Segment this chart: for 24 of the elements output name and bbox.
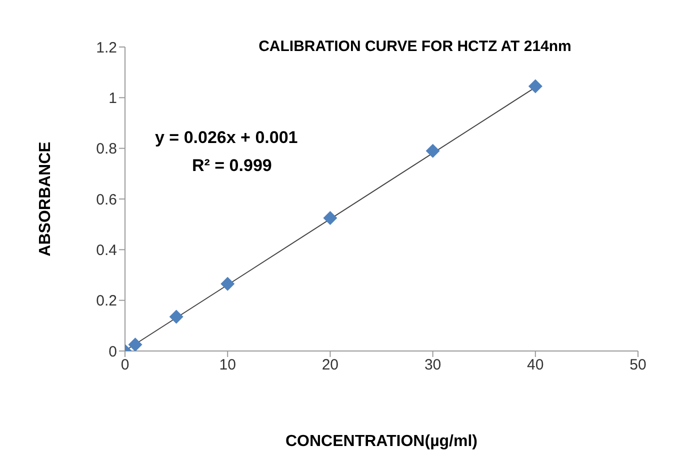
y-tick-label: 0.8: [96, 140, 117, 158]
point: [323, 211, 338, 225]
y-tick-label: 0.6: [96, 191, 117, 208]
x-tick-label: 30: [424, 356, 442, 374]
point: [220, 276, 235, 291]
annotation: y = 0.026x + 0.001: [155, 128, 298, 148]
point: [169, 310, 184, 324]
y-tick-label: 1: [108, 90, 117, 107]
chart-title: CALIBRATION CURVE FOR HCTZ AT 214nm: [258, 38, 572, 55]
point: [528, 79, 542, 94]
point: [426, 144, 440, 158]
y-tick-label: 0.2: [96, 292, 117, 310]
y-tick-label: 0: [108, 343, 117, 360]
x-tick-label: 10: [219, 356, 236, 374]
x-tick-label: 20: [322, 356, 339, 374]
annotation: R² = 0.999: [192, 156, 272, 176]
x-tick-label: 40: [527, 356, 544, 374]
y-tick-label: 0.4: [96, 242, 117, 259]
x-tick-label: 50: [630, 356, 646, 374]
y-axis-title: ABSORBANCE: [37, 142, 55, 256]
y-tick-label: 1.2: [96, 39, 117, 56]
x-tick-label: 0: [120, 356, 130, 374]
x-axis-title: CONCENTRATION(µg/ml): [284, 433, 478, 451]
point: [128, 338, 142, 351]
